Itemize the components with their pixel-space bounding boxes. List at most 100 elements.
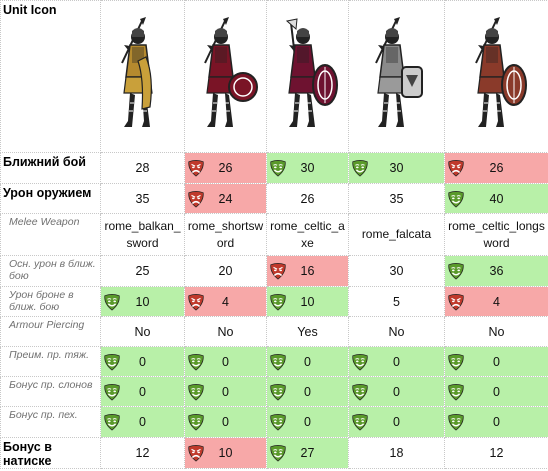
stat-row: Преим. пр. тяж. 0 0 0 0 0: [0, 346, 548, 377]
stat-value: 0: [493, 415, 500, 429]
stat-cell: 26: [184, 152, 267, 184]
stat-cell: 0: [266, 406, 349, 438]
stat-cell: 10: [100, 286, 185, 317]
stat-cell: 0: [100, 406, 185, 438]
stat-cell: 24: [184, 183, 267, 214]
stat-cell: 0: [266, 376, 349, 407]
stat-value: 40: [489, 191, 504, 206]
stat-cell: 4: [184, 286, 267, 317]
shortsword-legionary-icon: [186, 16, 266, 137]
happy-mask-icon: [269, 444, 287, 462]
happy-mask-icon: [269, 353, 287, 371]
stat-row: Урон броне в ближ. бою 10 4 10 5 4: [0, 286, 548, 317]
stat-row: Melee Weapon rome_balkan_sword rome_shorts…: [0, 213, 548, 256]
stat-value: No: [488, 324, 505, 339]
stat-cell: 12: [444, 437, 548, 469]
stat-cell: rome_celtic_longsword: [444, 213, 548, 256]
stat-value: 0: [222, 384, 229, 399]
stat-cell: 26: [444, 152, 548, 184]
stat-row: Урон оружием 35 24 26 35 40: [0, 183, 548, 214]
stat-cell: 10: [266, 286, 349, 317]
stat-row: Бонус пр. слонов 0 0 0 0 0: [0, 376, 548, 407]
stat-value: 0: [139, 354, 146, 369]
stat-row: Armour Piercing No No Yes No No: [0, 316, 548, 347]
unit-icon-header: Unit Icon: [0, 0, 101, 153]
angry-mask-icon: [187, 190, 205, 208]
falcata-warrior-icon: [350, 16, 444, 137]
balkan-swordsman-icon: [102, 16, 184, 137]
stat-value: rome_balkan_sword: [104, 218, 181, 250]
unit-icon-row: Unit Icon: [0, 0, 548, 153]
stat-value: 26: [218, 161, 233, 175]
stat-value: 18: [389, 446, 404, 460]
stat-cell: 4: [444, 286, 548, 317]
stat-cell: 35: [348, 183, 445, 214]
stat-cell: No: [444, 316, 548, 347]
unit-icon-cell: [444, 0, 548, 153]
stat-value: 25: [135, 264, 150, 278]
stat-value: 0: [493, 384, 500, 399]
stat-value: 0: [304, 415, 311, 429]
stat-value: No: [134, 324, 151, 339]
row-label: Бонус в натиске: [0, 437, 101, 469]
unit-icon-cell: [348, 0, 445, 153]
stat-value: 4: [222, 294, 229, 309]
happy-mask-icon: [187, 353, 205, 371]
stat-value: 0: [393, 415, 400, 429]
stat-cell: 0: [348, 346, 445, 377]
stat-cell: 30: [348, 152, 445, 184]
stat-value: 27: [300, 446, 315, 460]
row-label: Melee Weapon: [0, 213, 101, 256]
happy-mask-icon: [103, 383, 121, 401]
stat-cell: 30: [266, 152, 349, 184]
stat-row: Бонус в натиске 12 10 27 18 12: [0, 437, 548, 469]
happy-mask-icon: [447, 353, 465, 371]
stat-cell: 0: [184, 406, 267, 438]
stat-cell: rome_celtic_axe: [266, 213, 349, 256]
stat-value: 0: [139, 415, 146, 429]
stat-cell: rome_falcata: [348, 213, 445, 256]
stat-cell: 0: [100, 376, 185, 407]
angry-mask-icon: [187, 159, 205, 177]
row-label: Урон броне в ближ. бою: [0, 286, 101, 317]
unit-icon-cell: [266, 0, 349, 153]
stat-value: rome_shortsword: [187, 218, 264, 250]
stat-value: 10: [218, 446, 233, 460]
row-label: Ближний бой: [0, 152, 101, 184]
happy-mask-icon: [351, 383, 369, 401]
stat-value: 10: [135, 294, 150, 309]
stat-row: Ближний бой 28 26 30 30 26: [0, 152, 548, 184]
stat-value: 26: [489, 161, 504, 175]
stat-value: 35: [389, 191, 404, 206]
stat-value: 12: [489, 446, 504, 460]
row-label: Преим. пр. тяж.: [0, 346, 101, 377]
stat-cell: 27: [266, 437, 349, 469]
stat-value: rome_celtic_longsword: [448, 218, 545, 250]
stat-cell: 0: [266, 346, 349, 377]
stat-cell: 0: [444, 406, 548, 438]
stat-value: 16: [300, 264, 315, 278]
row-label: Armour Piercing: [0, 316, 101, 347]
stat-value: 0: [393, 384, 400, 399]
stat-value: 12: [135, 446, 150, 460]
happy-mask-icon: [269, 159, 287, 177]
stat-cell: rome_balkan_sword: [100, 213, 185, 256]
row-label: Урон оружием: [0, 183, 101, 214]
unit-icon-cell: [100, 0, 185, 153]
stat-cell: 16: [266, 255, 349, 287]
angry-mask-icon: [187, 444, 205, 462]
stat-value: 28: [135, 161, 150, 175]
stat-cell: No: [348, 316, 445, 347]
stat-cell: 28: [100, 152, 185, 184]
stat-cell: 0: [184, 376, 267, 407]
stat-value: 30: [389, 264, 404, 278]
stat-cell: 18: [348, 437, 445, 469]
stat-cell: rome_shortsword: [184, 213, 267, 256]
happy-mask-icon: [103, 293, 121, 311]
happy-mask-icon: [103, 413, 121, 431]
stat-cell: Yes: [266, 316, 349, 347]
happy-mask-icon: [103, 353, 121, 371]
stat-cell: 25: [100, 255, 185, 287]
